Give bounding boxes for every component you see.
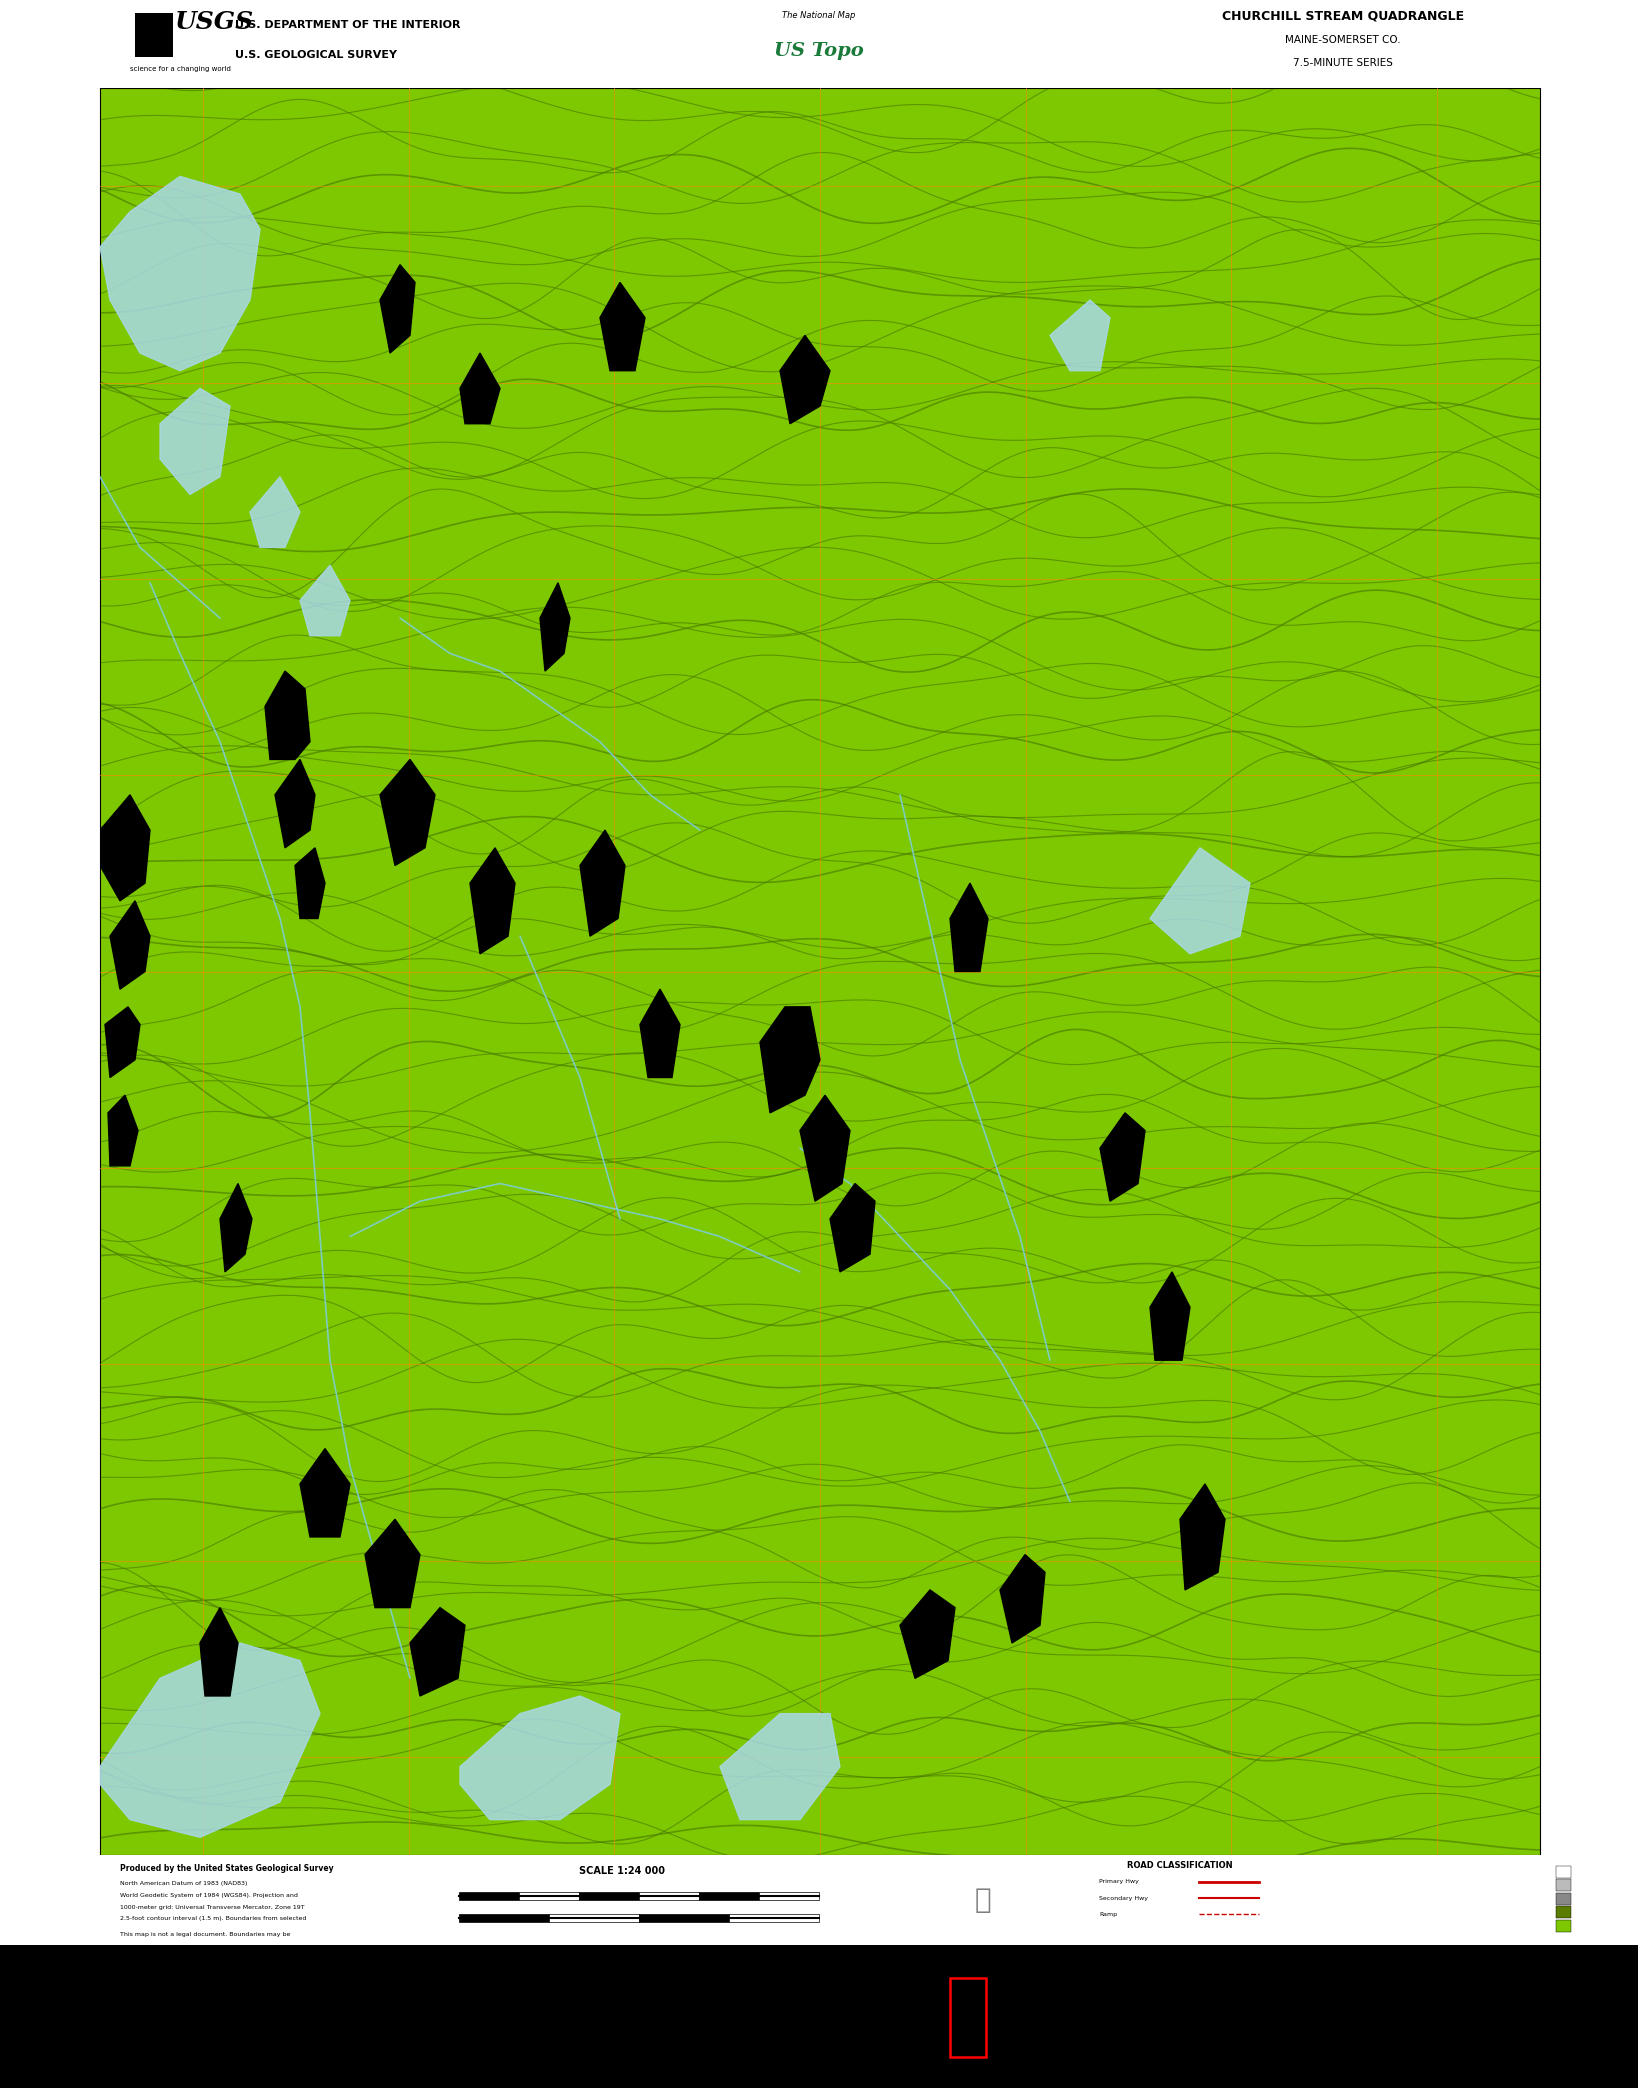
Polygon shape [219, 1184, 252, 1272]
Text: 🗺: 🗺 [975, 1885, 991, 1915]
Text: science for a changing world: science for a changing world [129, 65, 231, 71]
Polygon shape [100, 175, 260, 372]
Polygon shape [200, 1608, 238, 1695]
Bar [950, 1977, 986, 2057]
Polygon shape [899, 1589, 955, 1679]
Bar [729, 1915, 819, 1921]
Text: CHURCHILL STREAM QUADRANGLE: CHURCHILL STREAM QUADRANGLE [1222, 8, 1464, 23]
Bar [519, 1892, 578, 1900]
Polygon shape [110, 900, 151, 990]
Polygon shape [460, 1695, 621, 1819]
Polygon shape [380, 760, 436, 867]
Polygon shape [275, 760, 314, 848]
Text: Primary Hwy: Primary Hwy [1099, 1879, 1140, 1885]
Polygon shape [950, 883, 988, 971]
Polygon shape [161, 388, 229, 495]
Polygon shape [1150, 1272, 1189, 1359]
Polygon shape [580, 831, 626, 935]
Text: World Geodetic System of 1984 (WGS84). Projection and: World Geodetic System of 1984 (WGS84). P… [120, 1894, 298, 1898]
Polygon shape [410, 1608, 465, 1695]
Bar [758, 1892, 819, 1900]
Text: Ramp: Ramp [1099, 1913, 1117, 1917]
Polygon shape [541, 583, 570, 670]
Bar [1556, 1879, 1571, 1892]
Bar [549, 1915, 639, 1921]
Polygon shape [780, 336, 830, 424]
Text: 7.5-MINUTE SERIES: 7.5-MINUTE SERIES [1294, 58, 1392, 69]
Polygon shape [600, 282, 645, 372]
Polygon shape [1150, 848, 1250, 954]
Polygon shape [105, 1006, 139, 1077]
Text: This map is not a legal document. Boundaries may be: This map is not a legal document. Bounda… [120, 1931, 290, 1938]
Polygon shape [470, 848, 514, 954]
Polygon shape [295, 848, 324, 919]
Polygon shape [1050, 301, 1111, 372]
Text: SCALE 1:24 000: SCALE 1:24 000 [580, 1867, 665, 1877]
Text: 2.5-foot contour interval (1.5 m). Boundaries from selected: 2.5-foot contour interval (1.5 m). Bound… [120, 1917, 306, 1921]
Text: U.S. DEPARTMENT OF THE INTERIOR: U.S. DEPARTMENT OF THE INTERIOR [234, 19, 460, 29]
Text: Produced by the United States Geological Survey: Produced by the United States Geological… [120, 1865, 334, 1873]
Text: 1000-meter grid: Universal Transverse Mercator, Zone 19T: 1000-meter grid: Universal Transverse Me… [120, 1904, 305, 1911]
Polygon shape [1101, 1113, 1145, 1201]
Text: U.S. GEOLOGICAL SURVEY: U.S. GEOLOGICAL SURVEY [234, 50, 396, 61]
Polygon shape [830, 1184, 875, 1272]
Polygon shape [380, 265, 414, 353]
Text: US Topo: US Topo [775, 42, 863, 61]
Bar [578, 1892, 639, 1900]
Polygon shape [365, 1520, 419, 1608]
Polygon shape [251, 476, 300, 547]
Polygon shape [721, 1714, 840, 1819]
Bar [1556, 1919, 1571, 1931]
Bar [1556, 1892, 1571, 1904]
Bar [699, 1892, 758, 1900]
Polygon shape [300, 1449, 351, 1537]
Polygon shape [760, 1006, 821, 1113]
Text: USGS: USGS [175, 10, 254, 33]
Text: Secondary Hwy: Secondary Hwy [1099, 1896, 1148, 1900]
Polygon shape [799, 1096, 850, 1201]
Text: MAINE-SOMERSET CO.: MAINE-SOMERSET CO. [1286, 35, 1400, 44]
Polygon shape [100, 796, 151, 900]
Bar [639, 1892, 699, 1900]
Polygon shape [300, 566, 351, 635]
Polygon shape [108, 1096, 138, 1165]
Polygon shape [640, 990, 680, 1077]
Polygon shape [1001, 1556, 1045, 1643]
Polygon shape [460, 353, 500, 424]
Bar [134, 13, 174, 56]
Text: ROAD CLASSIFICATION: ROAD CLASSIFICATION [1127, 1860, 1232, 1871]
Bar [1556, 1865, 1571, 1877]
Bar [459, 1915, 549, 1921]
Bar [639, 1915, 729, 1921]
Polygon shape [265, 670, 310, 760]
Bar [459, 1892, 519, 1900]
Bar [1556, 1906, 1571, 1919]
Polygon shape [100, 1643, 319, 1837]
Text: North American Datum of 1983 (NAD83): North American Datum of 1983 (NAD83) [120, 1881, 247, 1885]
Polygon shape [1179, 1485, 1225, 1589]
Text: The National Map: The National Map [783, 10, 855, 21]
